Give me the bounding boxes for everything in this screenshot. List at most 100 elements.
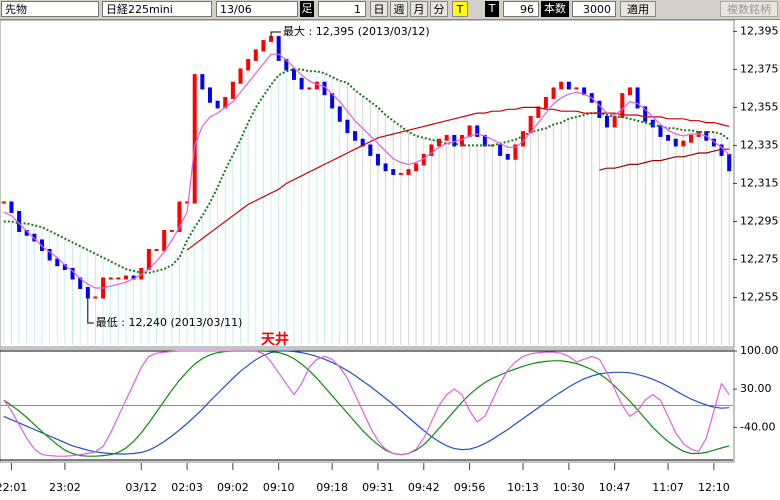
price-bar <box>154 248 159 251</box>
tick-button[interactable]: T <box>452 1 468 17</box>
price-bar <box>566 81 571 90</box>
price-bar <box>414 163 419 172</box>
price-bar <box>689 134 694 143</box>
minute-button[interactable]: 分 <box>430 1 448 17</box>
ceiling-label: 天井 <box>261 331 289 348</box>
price-bar <box>192 74 197 204</box>
price-bar <box>627 87 632 96</box>
price-bar <box>673 138 678 147</box>
price-bar <box>582 87 587 96</box>
price-bar <box>337 106 342 122</box>
price-bar <box>528 115 533 134</box>
max-label: 最大 : 12,395 (2013/03/12) <box>283 24 430 38</box>
market-select[interactable]: 先物 <box>1 1 99 17</box>
price-bar <box>177 201 182 232</box>
price-bar <box>78 277 83 289</box>
price-bar <box>353 131 358 141</box>
price-bar <box>261 39 266 52</box>
bar-label: 足 <box>300 1 314 17</box>
price-bar <box>597 100 602 118</box>
x-tick-label: 12:10 <box>698 481 730 494</box>
moving-average <box>186 106 730 251</box>
price-bar <box>467 125 472 137</box>
price-bar <box>253 49 258 61</box>
min-pointer <box>87 297 94 324</box>
price-bar <box>215 100 220 109</box>
price-bar <box>55 258 60 267</box>
price-bar <box>475 125 480 137</box>
price-bar <box>643 106 648 122</box>
y-tick-label: 100.00 <box>740 344 779 357</box>
bars-input[interactable]: 3000 <box>572 1 616 17</box>
y-tick-label: -40.00 <box>740 420 775 433</box>
price-bar <box>398 172 403 175</box>
x-tick-label: 09:10 <box>263 481 295 494</box>
month-button[interactable]: 月 <box>410 1 428 17</box>
price-bar <box>605 115 610 128</box>
price-bar <box>375 153 380 166</box>
price-bar <box>108 277 113 280</box>
price-bar <box>559 81 564 90</box>
x-tick-label: 09:42 <box>408 481 440 494</box>
max-pointer <box>270 31 282 38</box>
price-bar <box>85 286 90 299</box>
price-bar <box>482 134 487 147</box>
moving-average <box>3 68 730 274</box>
x-tick-label: 10:13 <box>507 481 539 494</box>
price-bar <box>345 119 350 134</box>
price-bar <box>123 275 128 280</box>
y-tick-label: 12,355 <box>740 100 779 113</box>
price-bar <box>437 138 442 147</box>
price-bar <box>330 93 335 109</box>
x-tick-label: 22:01 <box>0 481 27 494</box>
multi-symbol-button[interactable]: 複数銘柄 <box>720 1 778 17</box>
price-bar <box>307 87 312 90</box>
contract-select[interactable]: 13/06 <box>216 1 298 17</box>
price-bar <box>246 58 251 71</box>
price-bar <box>452 134 457 147</box>
price-bar <box>711 138 716 147</box>
x-tick-label: 09:56 <box>454 481 486 494</box>
bar-input[interactable]: 1 <box>318 1 366 17</box>
price-bar <box>719 144 724 156</box>
price-bar <box>505 153 510 160</box>
apply-button[interactable]: 適用 <box>620 1 656 17</box>
oscillator-line <box>3 350 730 457</box>
min-label: 最低 : 12,240 (2013/03/11) <box>96 316 243 329</box>
price-bar <box>169 229 174 232</box>
price-bar <box>238 68 243 84</box>
price-bar <box>681 140 686 147</box>
price-bar <box>230 81 235 99</box>
price-bar <box>39 239 44 251</box>
price-bar <box>406 169 411 175</box>
price-bar <box>200 74 205 90</box>
count-input[interactable]: 96 <box>503 1 539 17</box>
price-bar <box>658 125 663 137</box>
x-tick-label: 10:30 <box>553 481 585 494</box>
price-bar <box>727 153 732 172</box>
week-button[interactable]: 週 <box>390 1 408 17</box>
y-tick-label: 12,335 <box>740 138 779 151</box>
symbol-select[interactable]: 日経225mini <box>102 1 212 17</box>
price-bar <box>521 131 526 147</box>
price-bar <box>666 134 671 141</box>
x-tick-label: 10:47 <box>599 481 631 494</box>
count-label: 本数 <box>541 1 569 17</box>
price-bar <box>536 106 541 118</box>
price-bar <box>574 87 579 90</box>
price-bar <box>444 134 449 141</box>
price-bar <box>551 87 556 99</box>
x-tick-label: 09:02 <box>217 481 249 494</box>
price-bar <box>421 153 426 166</box>
price-bar <box>17 210 22 232</box>
day-button[interactable]: 日 <box>370 1 388 17</box>
price-bar <box>368 144 373 156</box>
price-panel <box>0 19 735 348</box>
price-bar <box>131 275 136 280</box>
price-bar <box>650 119 655 128</box>
x-tick-label: 11:07 <box>652 481 684 494</box>
price-bar <box>116 277 121 280</box>
y-tick-label: 12,275 <box>740 252 779 265</box>
